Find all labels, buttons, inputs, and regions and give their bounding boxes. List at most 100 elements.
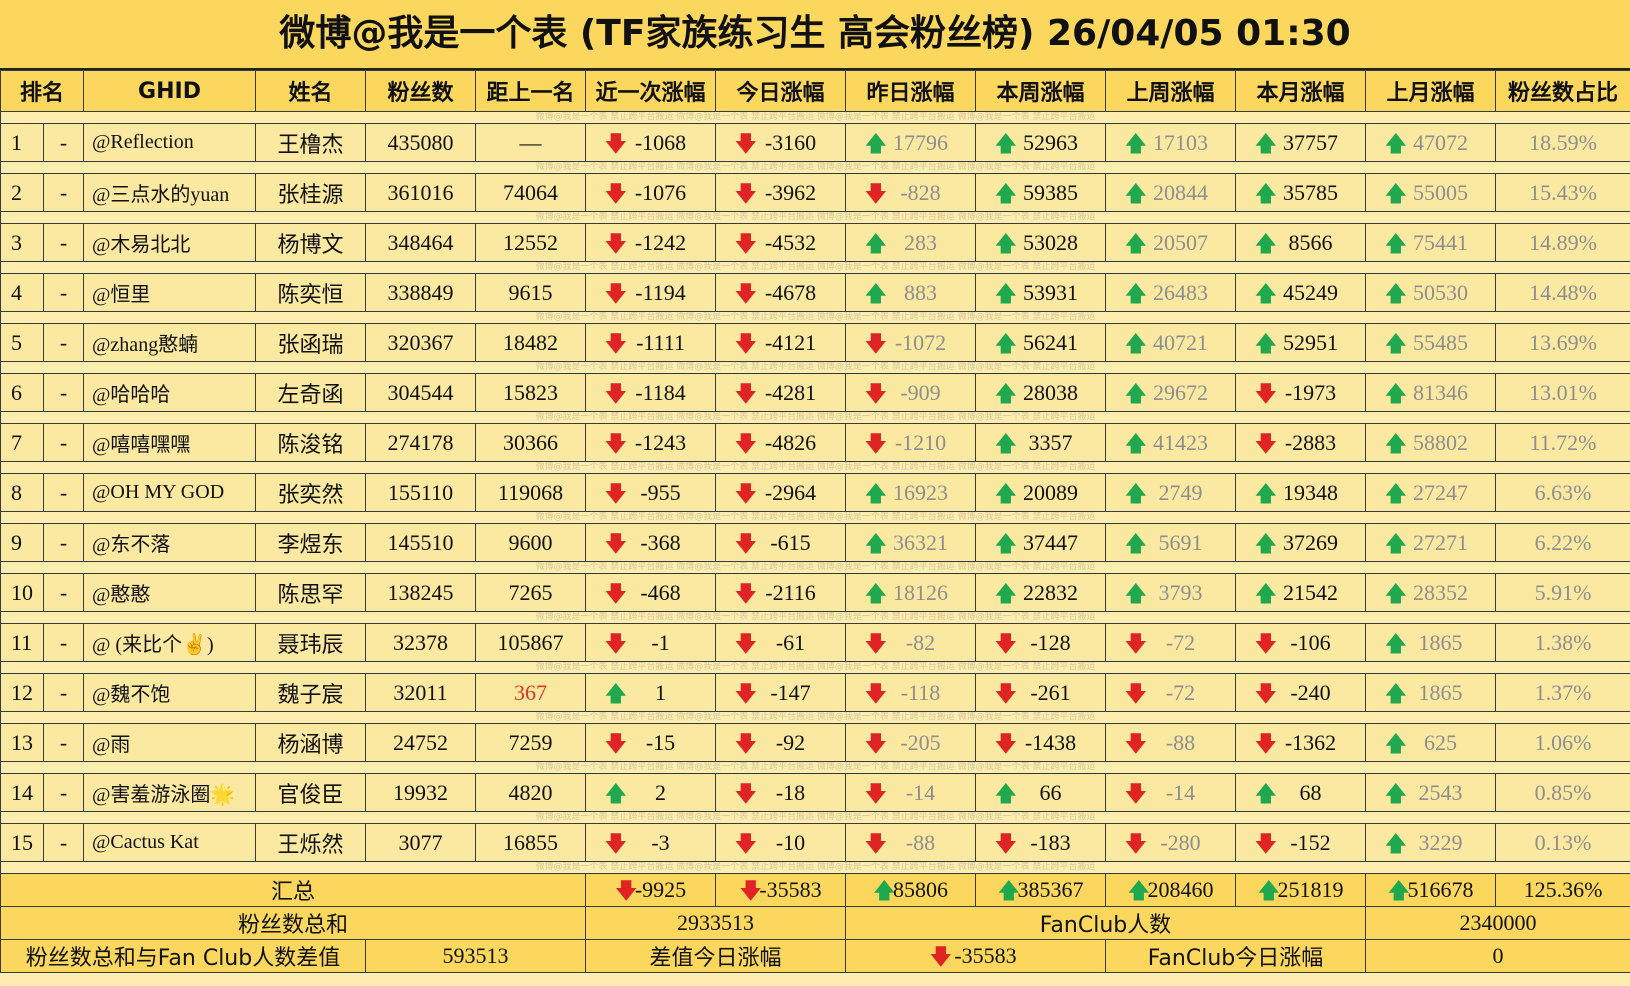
last-month-change-cell: 🡅 47072 — [1365, 123, 1497, 162]
summary-yesterday: 🡅85806 — [845, 873, 977, 907]
fanclub-today-value: 0 — [1365, 939, 1630, 973]
today-change-cell: 🡇 -3160 — [715, 123, 847, 162]
arrow-down-icon: 🡇 — [604, 481, 628, 507]
watermark-text: 微博@我是一个表 禁止跨平台搬运 微博@我是一个表 禁止跨平台搬运 微博@我是一… — [0, 261, 1630, 274]
last-week-change-cell: 🡅 40721 — [1105, 323, 1237, 362]
arrow-up-icon: 🡅 — [994, 231, 1018, 257]
month-change-cell: 🡅 19348 — [1235, 473, 1367, 512]
fans-cell: 3077 — [365, 823, 477, 862]
recent-change-cell: 🡇 -1242 — [585, 223, 717, 262]
last-month-change-cell: 🡅 58802 — [1365, 423, 1497, 462]
fans-cell: 361016 — [365, 173, 477, 212]
week-change-cell: 🡇 -261 — [975, 673, 1107, 712]
watermark-row: 微博@我是一个表 禁止跨平台搬运 微博@我是一个表 禁止跨平台搬运 微博@我是一… — [0, 461, 1630, 474]
arrow-down-icon: 🡇 — [994, 631, 1018, 657]
watermark-text: 微博@我是一个表 禁止跨平台搬运 微博@我是一个表 禁止跨平台搬运 微博@我是一… — [0, 311, 1630, 324]
arrow-down-icon: 🡇 — [734, 381, 758, 407]
arrow-up-icon: 🡅 — [1124, 381, 1148, 407]
last-month-change-cell: 🡅 81346 — [1365, 373, 1497, 412]
today-change-cell: 🡇 -3962 — [715, 173, 847, 212]
last-week-change-cell: 🡇 -14 — [1105, 773, 1237, 812]
month-change-cell: 🡅 8566 — [1235, 223, 1367, 262]
month-change-cell: 🡅 35785 — [1235, 173, 1367, 212]
diff-value: 593513 — [365, 939, 587, 973]
rank-change-cell: - — [42, 173, 85, 212]
week-change-cell: 🡇 -128 — [975, 623, 1107, 662]
recent-change-cell: 🡇 -15 — [585, 723, 717, 762]
rank-cell: 5 — [0, 323, 44, 362]
last-month-change-cell: 🡅 1865 — [1365, 623, 1497, 662]
name-cell: 张奕然 — [255, 473, 367, 512]
gap-cell: 9615 — [475, 273, 587, 312]
arrow-down-icon: 🡇 — [1124, 631, 1148, 657]
arrow-down-icon: 🡇 — [734, 781, 758, 807]
name-cell: 陈思罕 — [255, 573, 367, 612]
today-change-cell: 🡇 -2116 — [715, 573, 847, 612]
arrow-down-icon: 🡇 — [994, 831, 1018, 857]
arrow-up-icon: 🡅 — [1384, 381, 1408, 407]
rank-cell: 3 — [0, 223, 44, 262]
last-month-change-cell: 🡅 625 — [1365, 723, 1497, 762]
recent-change-cell: 🡇 -1194 — [585, 273, 717, 312]
table-row: 14- @害羞游泳圈🌟 官俊臣 19932 4820 🡅 2 🡇 -18 🡇 -14 🡅 66 🡇 -14 🡅… — [0, 773, 1630, 812]
month-change-cell: 🡇 -1362 — [1235, 723, 1367, 762]
rank-cell: 15 — [0, 823, 44, 862]
summary-today: 🡇-35583 — [715, 873, 847, 907]
rank-change-cell: - — [42, 423, 85, 462]
table-row: 6- @哈哈哈 左奇函 304544 15823 🡇 -1184 🡇 -4281 🡇 -909 🡅 28… — [0, 373, 1630, 412]
arrow-down-icon: 🡇 — [864, 631, 888, 657]
last-month-change-cell: 🡅 75441 — [1365, 223, 1497, 262]
gap-cell: 7265 — [475, 573, 587, 612]
fans-cell: 320367 — [365, 323, 477, 362]
arrow-up-icon: 🡅 — [1124, 481, 1148, 507]
fanclub-value: 2340000 — [1365, 906, 1630, 940]
table-row: 13- @雨 杨涵博 24752 7259 🡇 -15 🡇 -92 🡇 -205 🡇 -1438 🡇 -88… — [0, 723, 1630, 762]
arrow-down-icon: 🡇 — [864, 381, 888, 407]
watermark-row: 微博@我是一个表 禁止跨平台搬运 微博@我是一个表 禁止跨平台搬运 微博@我是一… — [0, 561, 1630, 574]
yesterday-change-cell: 🡅 16923 — [845, 473, 977, 512]
arrow-up-icon: 🡅 — [994, 281, 1018, 307]
header-name: 姓名 — [255, 70, 367, 112]
header-last-week: 上周涨幅 — [1105, 70, 1237, 112]
last-week-change-cell: 🡅 17103 — [1105, 123, 1237, 162]
last-week-change-cell: 🡅 41423 — [1105, 423, 1237, 462]
recent-change-cell: 🡇 -1076 — [585, 173, 717, 212]
today-change-cell: 🡇 -615 — [715, 523, 847, 562]
header-gap: 距上一名 — [475, 70, 587, 112]
watermark-row: 微博@我是一个表 禁止跨平台搬运 微博@我是一个表 禁止跨平台搬运 微博@我是一… — [0, 111, 1630, 124]
today-change-cell: 🡇 -2964 — [715, 473, 847, 512]
arrow-down-icon: 🡇 — [864, 331, 888, 357]
arrow-up-icon: 🡅 — [1254, 231, 1278, 257]
arrow-down-icon: 🡇 — [1254, 681, 1278, 707]
arrow-up-icon: 🡅 — [1384, 281, 1408, 307]
diff-row: 粉丝数总和与Fan Club人数差值 593513 差值今日涨幅 🡇 -35583… — [0, 939, 1630, 973]
watermark-text: 微博@我是一个表 禁止跨平台搬运 微博@我是一个表 禁止跨平台搬运 微博@我是一… — [0, 361, 1630, 374]
share-cell: 0.85% — [1495, 773, 1630, 812]
watermark-row: 微博@我是一个表 禁止跨平台搬运 微博@我是一个表 禁止跨平台搬运 微博@我是一… — [0, 161, 1630, 174]
last-month-change-cell: 🡅 3229 — [1365, 823, 1497, 862]
arrow-down-icon: 🡇 — [864, 681, 888, 707]
yesterday-change-cell: 🡅 883 — [845, 273, 977, 312]
arrow-up-icon: 🡅 — [1387, 879, 1411, 904]
arrow-up-icon: 🡅 — [864, 481, 888, 507]
arrow-up-icon: 🡅 — [1254, 181, 1278, 207]
rank-cell: 4 — [0, 273, 44, 312]
last-week-change-cell: 🡅 29672 — [1105, 373, 1237, 412]
arrow-up-icon: 🡅 — [1124, 531, 1148, 557]
arrow-down-icon: 🡇 — [604, 731, 628, 757]
arrow-down-icon: 🡇 — [734, 831, 758, 857]
last-week-change-cell: 🡅 3793 — [1105, 573, 1237, 612]
arrow-up-icon: 🡅 — [1384, 831, 1408, 857]
arrow-up-icon: 🡅 — [1124, 331, 1148, 357]
table-row: 3- @木易北北 杨博文 348464 12552 🡇 -1242 🡇 -4532 🡅 283 🡅 53… — [0, 223, 1630, 262]
arrow-up-icon: 🡅 — [873, 879, 896, 904]
watermark-text: 微博@我是一个表 禁止跨平台搬运 微博@我是一个表 禁止跨平台搬运 微博@我是一… — [0, 111, 1630, 124]
summary-last-month: 🡅516678 — [1365, 873, 1497, 907]
summary-recent: 🡇-9925 — [585, 873, 717, 907]
watermark-text: 微博@我是一个表 禁止跨平台搬运 微博@我是一个表 禁止跨平台搬运 微博@我是一… — [0, 661, 1630, 674]
name-cell: 杨涵博 — [255, 723, 367, 762]
rank-cell: 7 — [0, 423, 44, 462]
fans-cell: 435080 — [365, 123, 477, 162]
month-change-cell: 🡇 -240 — [1235, 673, 1367, 712]
today-change-cell: 🡇 -4121 — [715, 323, 847, 362]
